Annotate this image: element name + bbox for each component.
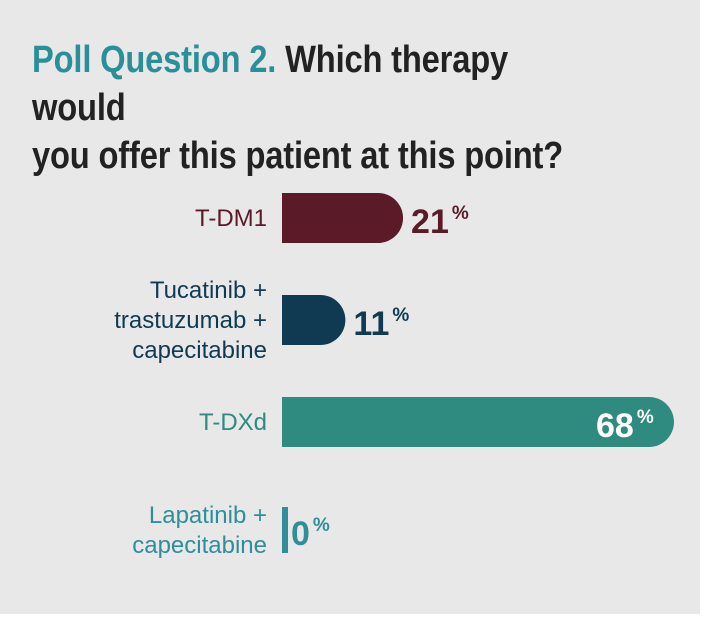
category-label-line: Tucatinib + [150,277,267,304]
category-label-line: trastuzumab + [114,307,267,334]
poll-question-line1: Which therapy would [32,39,509,129]
category-label-line: T-DXd [199,409,267,436]
poll-number: Poll Question 2. [32,39,277,81]
poll-title: Poll Question 2. Which therapy would you … [32,36,591,180]
value-label-t-dxd: 68% [596,407,654,445]
category-label-line: capecitabine [132,532,267,559]
bar-tucatinib-trastuzumab-capecitabine [282,295,346,345]
value-unit: % [452,203,469,224]
value-number: 11 [353,305,389,343]
category-label-line: T-DM1 [195,205,267,232]
value-unit: % [313,515,330,536]
bar-t-dm1 [282,193,404,243]
value-number: 21 [411,203,449,241]
value-number: 0 [291,515,310,553]
value-label-lapatinib-capecitabine: 0% [291,515,330,553]
category-label-tucatinib-trastuzumab-capecitabine: Tucatinib + trastuzumab + capecitabine [114,277,267,364]
category-label-lapatinib-capecitabine: Lapatinib + capecitabine [132,502,267,559]
poll-question-line2: you offer this patient at this point? [32,135,564,177]
bar-t-dxd [282,397,674,447]
value-label-t-dm1: 21% [411,203,469,241]
category-label-line: capecitabine [132,337,267,364]
category-label-line: Lapatinib + [149,502,267,529]
bar-lapatinib-capecitabine [282,507,288,553]
value-unit: % [637,407,654,428]
value-label-tucatinib-trastuzumab-capecitabine: 11% [353,305,409,343]
category-label-t-dxd: T-DXd [199,409,267,436]
category-label-t-dm1: T-DM1 [195,205,267,232]
value-unit: % [392,305,409,326]
value-number: 68 [596,407,634,445]
